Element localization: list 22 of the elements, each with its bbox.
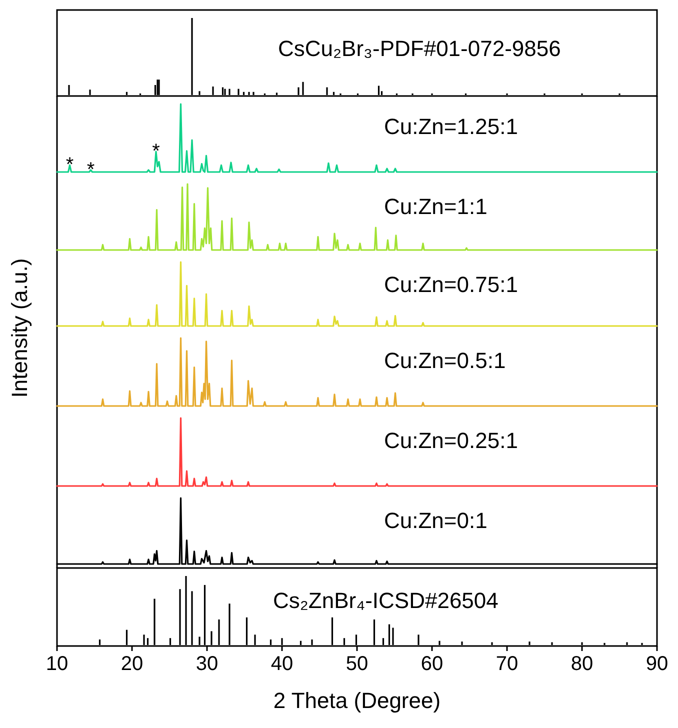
y-axis-title: Intensity (a.u.) xyxy=(7,258,32,398)
x-tick-label: 70 xyxy=(496,653,518,675)
series-label: Cu:Zn=0.5:1 xyxy=(384,348,506,373)
series-label: Cu:Zn=0:1 xyxy=(384,508,488,533)
series-label: Cu:Zn=1.25:1 xyxy=(384,114,518,139)
series-label: Cu:Zn=1:1 xyxy=(384,194,488,219)
series-label: Cu:Zn=0.25:1 xyxy=(384,428,518,453)
x-tick-label: 20 xyxy=(120,653,144,675)
x-tick-label: 30 xyxy=(196,653,218,675)
x-tick-label: 90 xyxy=(646,653,668,675)
x-axis-title: 2 Theta (Degree) xyxy=(273,688,441,713)
series-label: Cs₂ZnBr₄-ICSD#26504 xyxy=(273,588,498,613)
x-tick-label: 50 xyxy=(346,653,368,675)
annotation: * xyxy=(86,158,95,181)
series-label: Cu:Zn=0.75:1 xyxy=(384,272,518,297)
x-tick-label: 10 xyxy=(46,653,68,675)
series-label: CsCu₂Br₃-PDF#01-072-9856 xyxy=(278,36,561,61)
x-tick-label: 40 xyxy=(270,653,294,675)
x-tick-label: 80 xyxy=(570,653,594,675)
annotation: * xyxy=(152,140,160,163)
x-tick-label: 60 xyxy=(420,653,444,675)
annotation: * xyxy=(66,154,74,176)
